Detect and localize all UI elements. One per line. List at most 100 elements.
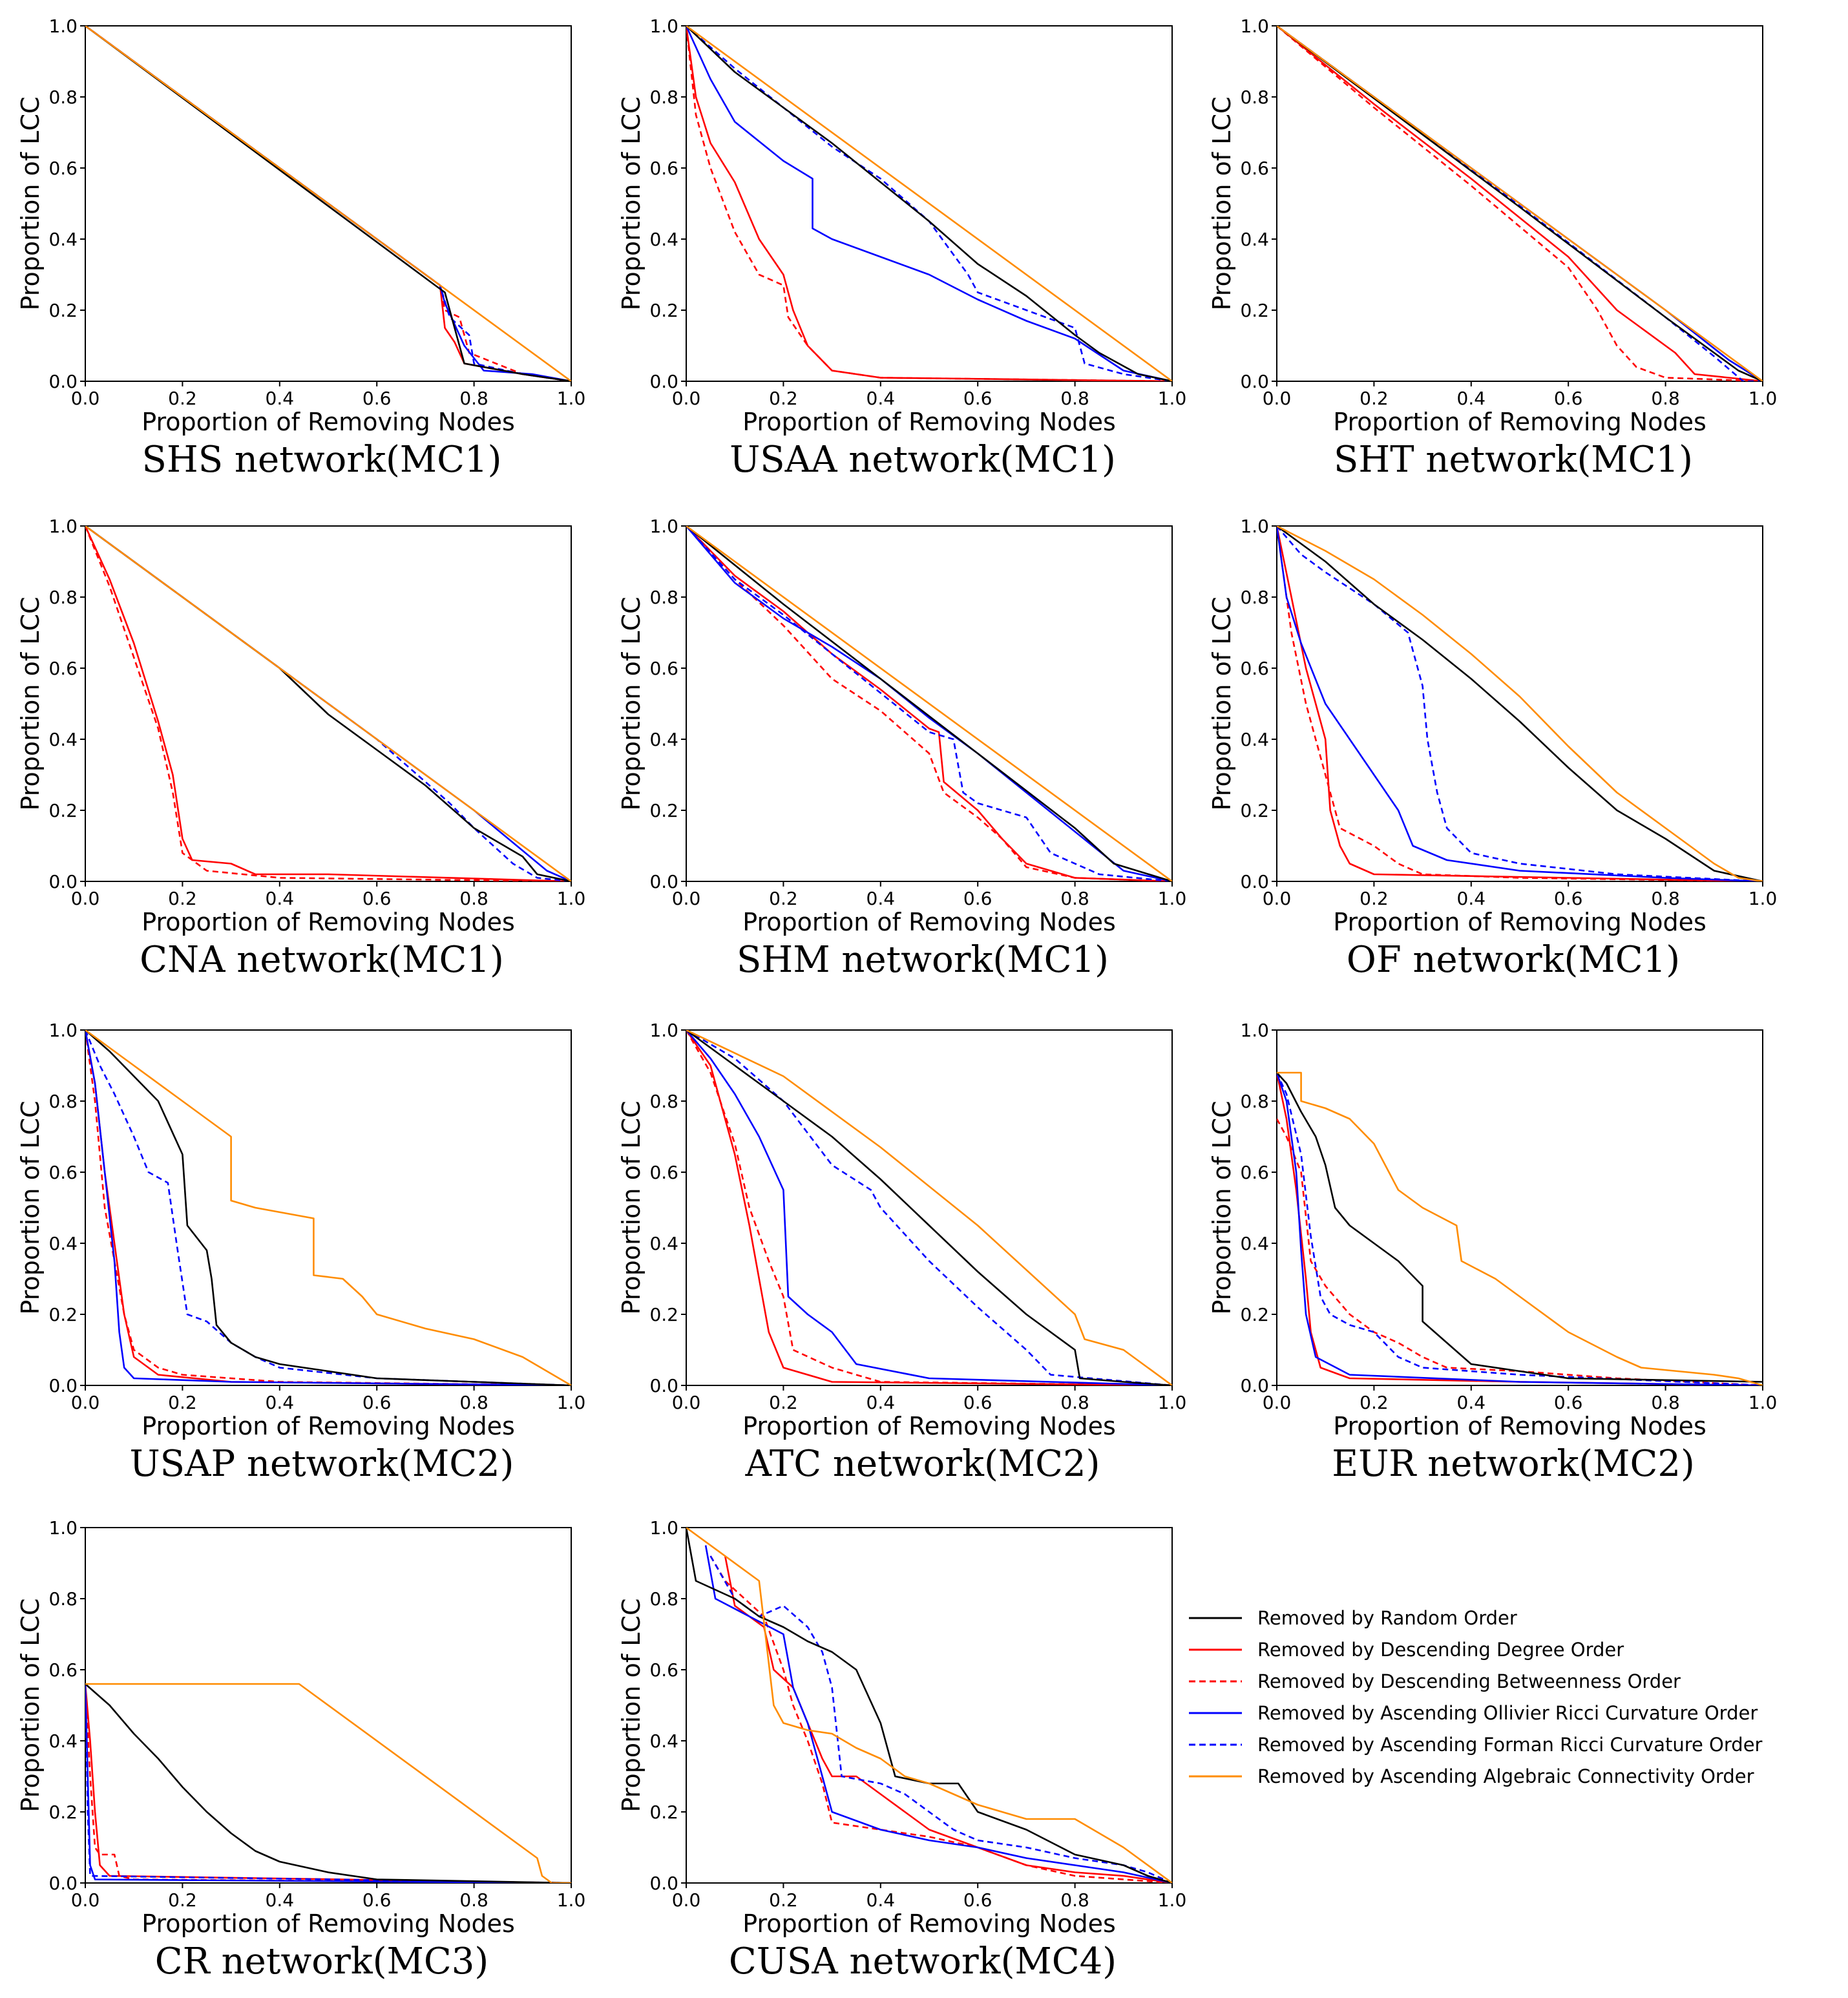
x-axis-label: Proportion of Removing Nodes (1333, 408, 1706, 436)
x-tick-label: 0.8 (1651, 888, 1680, 909)
series-line-algebraic (686, 526, 1172, 881)
x-tick-label: 0.2 (1360, 888, 1389, 909)
plot-frame (686, 1527, 1173, 1884)
x-tick-label: 1.0 (557, 388, 586, 409)
x-tick-label: 0.8 (459, 888, 488, 909)
plot-frame (85, 25, 572, 382)
y-axis-label: Proportion of LCC (1208, 96, 1236, 310)
y-axis-label: Proportion of LCC (1208, 596, 1236, 810)
y-tick-label: 0.6 (48, 158, 78, 179)
y-tick-label: 0.4 (48, 1730, 78, 1752)
chart-panel-10: 0.0 0.2 0.4 0.6 0.8 1.0 0.0 0.2 0.4 0.6 0.8 1.0 Prop… (16, 1517, 585, 1982)
legend-item-betweenness: Removed by Descending Betweenness Order (1189, 1670, 1681, 1692)
x-tick-label: 0.0 (71, 388, 100, 409)
chart-title: SHT network(MC1) (1334, 439, 1693, 481)
x-tick-label: 0.8 (1651, 388, 1680, 409)
x-axis-label: Proportion of Removing Nodes (742, 408, 1116, 436)
series-line-ollivier (686, 526, 1172, 881)
series-line-algebraic (85, 1683, 571, 1883)
x-tick-label: 1.0 (1158, 888, 1187, 909)
series-line-betweenness (1277, 26, 1763, 381)
series-line-degree (686, 526, 1172, 881)
x-tick-label: 0.8 (459, 1392, 488, 1413)
series-line-forman (686, 526, 1172, 881)
chart-panel-11: 0.0 0.2 0.4 0.6 0.8 1.0 0.0 0.2 0.4 0.6 0.8 1.0 Prop… (617, 1517, 1186, 1982)
y-tick-label: 0.2 (649, 300, 678, 321)
series-line-ollivier (1277, 526, 1763, 881)
x-tick-label: 0.6 (362, 888, 392, 909)
x-tick-label: 0.2 (769, 1392, 798, 1413)
y-tick-label: 0.8 (48, 587, 78, 608)
series-line-betweenness (85, 1683, 571, 1883)
y-tick-label: 0.6 (48, 658, 78, 679)
x-tick-label: 0.0 (71, 1392, 100, 1413)
series-line-forman (85, 1683, 571, 1883)
y-tick-label: 0.4 (1240, 1233, 1269, 1254)
series-line-algebraic (686, 1528, 1172, 1883)
y-tick-label: 0.8 (649, 587, 678, 608)
x-tick-label: 1.0 (557, 1889, 586, 1911)
y-axis-label: Proportion of LCC (617, 1100, 646, 1314)
series-line-forman (85, 526, 571, 881)
y-tick-label: 0.8 (48, 1091, 78, 1112)
x-tick-label: 0.6 (1554, 388, 1583, 409)
y-tick-label: 0.2 (649, 800, 678, 821)
x-tick-label: 0.4 (1457, 1392, 1486, 1413)
plot-frame (686, 1029, 1173, 1386)
series-line-random (85, 1030, 571, 1385)
series-line-forman (709, 1555, 1172, 1883)
y-tick-label: 0.0 (649, 371, 678, 392)
x-tick-label: 0.6 (963, 888, 992, 909)
x-tick-label: 1.0 (557, 888, 586, 909)
legend-item-random: Removed by Random Order (1189, 1607, 1517, 1629)
series-group (85, 26, 571, 381)
plot-frame (1276, 525, 1763, 882)
chart-title: SHS network(MC1) (142, 439, 502, 481)
chart-title: CR network(MC3) (155, 1940, 488, 1982)
chart-title: CUSA network(MC4) (729, 1940, 1117, 1982)
y-tick-label: 1.0 (1240, 1020, 1269, 1041)
chart-panel-2: 0.0 0.2 0.4 0.6 0.8 1.0 0.0 0.2 0.4 0.6 0.8 1.0 Prop… (617, 16, 1186, 481)
x-tick-label: 0.4 (866, 1392, 896, 1413)
series-line-ollivier (686, 26, 1172, 381)
y-tick-label: 0.8 (48, 1588, 78, 1610)
y-tick-label: 0.6 (649, 1659, 678, 1681)
series-line-forman (85, 1030, 571, 1385)
legend-item-forman: Removed by Ascending Forman Ricci Curvat… (1189, 1734, 1763, 1756)
y-axis-label: Proportion of LCC (16, 96, 45, 310)
chart-title: USAA network(MC1) (730, 439, 1116, 481)
x-tick-label: 1.0 (1748, 888, 1778, 909)
y-tick-label: 0.6 (1240, 1162, 1269, 1183)
x-tick-label: 0.2 (168, 1392, 197, 1413)
y-tick-label: 0.0 (649, 871, 678, 892)
series-line-ollivier (85, 1683, 571, 1883)
series-line-random (85, 1683, 571, 1883)
series-group (686, 26, 1172, 381)
legend-label: Removed by Ascending Algebraic Connectiv… (1257, 1765, 1754, 1787)
y-tick-label: 0.8 (1240, 87, 1269, 108)
series-line-algebraic (1277, 1071, 1763, 1385)
chart-title: EUR network(MC2) (1332, 1443, 1695, 1485)
plot-frame (1276, 1029, 1763, 1386)
chart-panel-4: 0.0 0.2 0.4 0.6 0.8 1.0 0.0 0.2 0.4 0.6 0.8 1.0 Prop… (16, 516, 585, 981)
series-line-random (686, 26, 1172, 381)
y-tick-label: 0.0 (649, 1873, 678, 1894)
legend-label: Removed by Descending Betweenness Order (1257, 1670, 1681, 1692)
series-line-random (1277, 26, 1763, 381)
x-tick-label: 0.8 (459, 388, 488, 409)
series-group (85, 526, 571, 881)
chart-title: ATC network(MC2) (745, 1443, 1100, 1485)
x-axis-label: Proportion of Removing Nodes (742, 1909, 1116, 1938)
series-line-algebraic (1277, 26, 1763, 381)
series-group (85, 1683, 571, 1883)
x-tick-label: 0.0 (672, 1392, 701, 1413)
series-line-ollivier (1277, 1072, 1763, 1385)
y-tick-label: 0.0 (649, 1375, 678, 1396)
chart-panel-5: 0.0 0.2 0.4 0.6 0.8 1.0 0.0 0.2 0.4 0.6 0.8 1.0 Prop… (617, 516, 1186, 981)
y-tick-label: 1.0 (48, 1517, 78, 1539)
x-axis-label: Proportion of Removing Nodes (742, 1412, 1116, 1440)
x-tick-label: 0.8 (1060, 1392, 1089, 1413)
x-tick-label: 0.2 (168, 388, 197, 409)
series-line-random (686, 1528, 1172, 1883)
